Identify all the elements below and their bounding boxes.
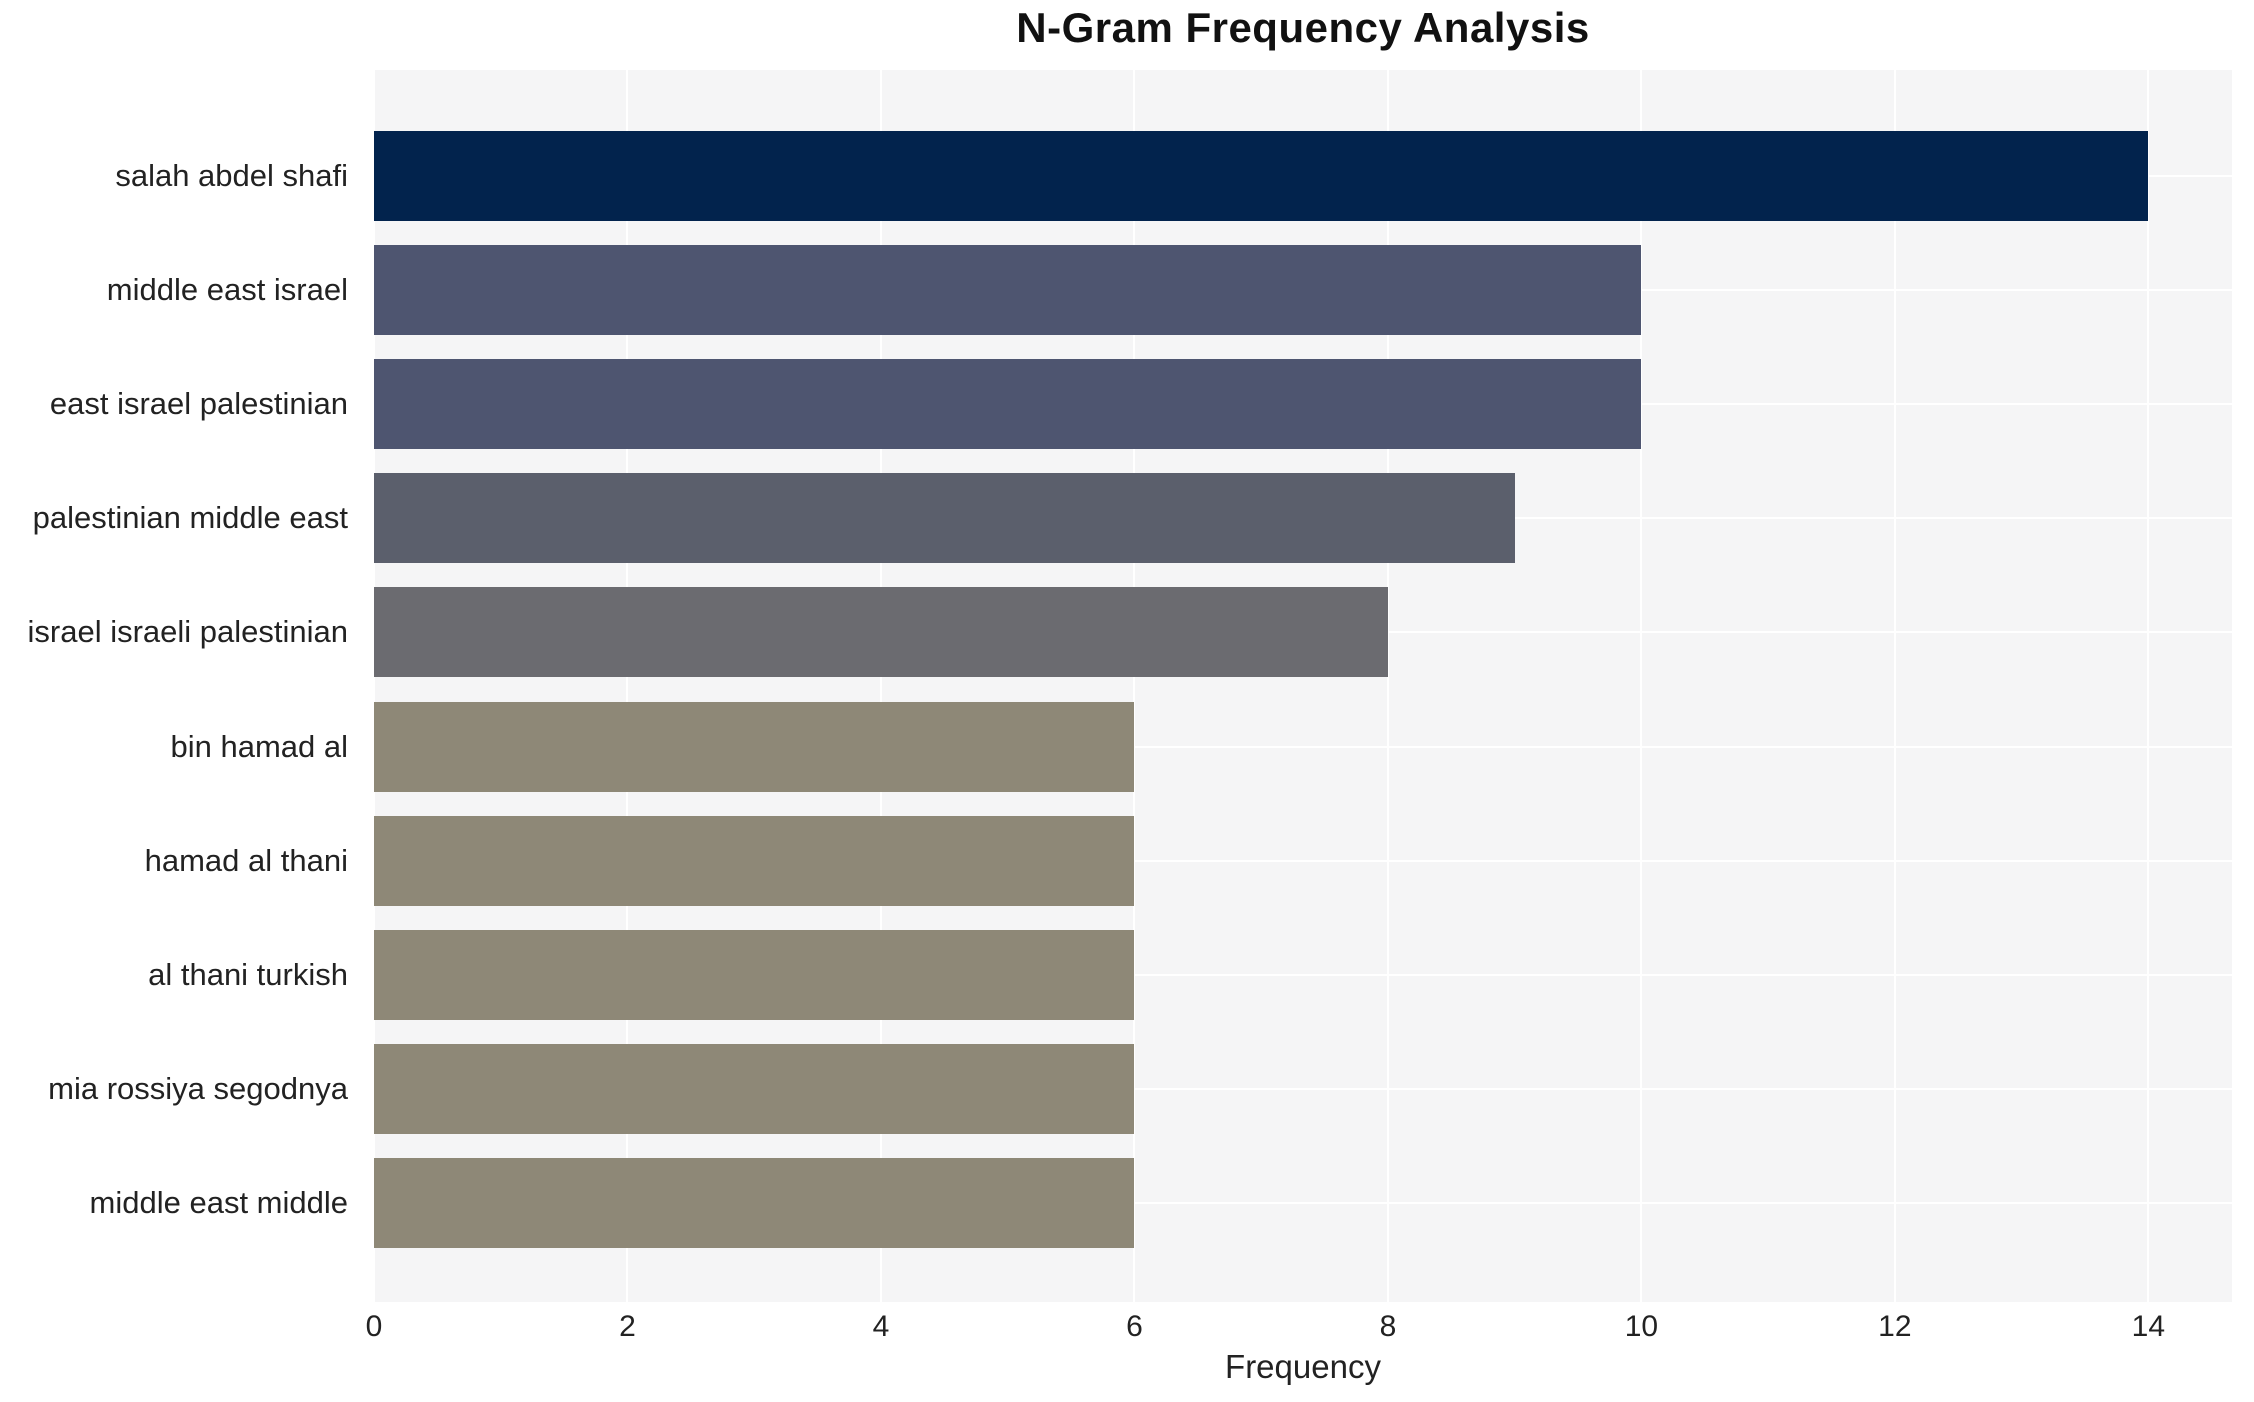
y-tick-label: east israel palestinian	[49, 385, 348, 421]
y-tick-label: bin hamad al	[170, 728, 348, 764]
y-tick-label: palestinian middle east	[32, 500, 348, 536]
x-tick-label: 8	[1379, 1310, 1397, 1343]
y-gridline	[374, 973, 2232, 976]
x-tick-label: 4	[872, 1310, 890, 1343]
x-tick-label: 12	[1878, 1310, 1912, 1343]
bar	[374, 244, 1642, 335]
x-tick-label: 0	[365, 1310, 383, 1343]
x-axis: 0 2 4 6 8 10 12 14	[366, 1302, 2232, 1346]
x-axis-label: Frequency	[1225, 1348, 1381, 1385]
plot-area	[373, 70, 2232, 1302]
x-tick-label: 14	[2131, 1310, 2166, 1343]
bar	[374, 130, 2149, 221]
y-tick-label: middle east israel	[106, 271, 348, 307]
y-tick-label: al thani turkish	[148, 956, 348, 992]
x-gridline	[1893, 70, 1896, 1302]
bar	[374, 473, 1515, 564]
bar	[374, 1158, 1135, 1249]
y-axis: salah abdel shafi middle east israel east …	[0, 70, 360, 1302]
chart-title: N-Gram Frequency Analysis	[1016, 4, 1590, 51]
y-gridline	[374, 1088, 2232, 1091]
x-gridline	[373, 70, 375, 1302]
y-gridline	[374, 859, 2232, 862]
bar	[374, 815, 1135, 906]
x-tick-label: 10	[1624, 1310, 1659, 1343]
y-tick-label: salah abdel shafi	[115, 157, 348, 193]
x-gridline	[879, 70, 882, 1302]
bar	[374, 587, 1388, 678]
x-gridline	[2147, 70, 2150, 1302]
y-tick-label: middle east middle	[89, 1185, 348, 1221]
y-gridline	[374, 745, 2232, 748]
y-gridline	[374, 1202, 2232, 1205]
x-gridline	[1133, 70, 1136, 1302]
bar	[374, 701, 1135, 792]
bar	[374, 358, 1642, 449]
y-tick-label: mia rossiya segodnya	[48, 1071, 348, 1107]
y-tick-label: hamad al thani	[144, 842, 348, 878]
x-tick-label: 2	[619, 1310, 636, 1343]
x-gridline	[626, 70, 629, 1302]
x-gridline	[1640, 70, 1643, 1302]
bar	[374, 929, 1135, 1020]
bar	[374, 1044, 1135, 1135]
x-gridline	[1386, 70, 1389, 1302]
x-tick-label: 6	[1126, 1310, 1143, 1343]
y-tick-label: israel israeli palestinian	[27, 614, 349, 650]
